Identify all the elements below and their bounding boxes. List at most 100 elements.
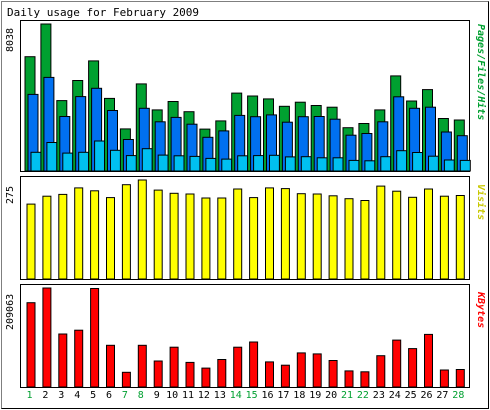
bar-pages-day-16: [269, 154, 280, 172]
legend-pages: Pages/Files/Hits: [475, 24, 486, 121]
bar-pages-day-2: [46, 142, 58, 172]
bar-pages-day-25: [412, 152, 424, 172]
day-label-15: 15: [245, 390, 258, 401]
bar-kbytes-day-25: [408, 348, 418, 388]
bar-visits-day-21: [344, 198, 354, 280]
bar-kbytes-day-3: [58, 333, 68, 388]
day-label-25: 25: [404, 390, 417, 401]
visits-plot: [26, 179, 465, 280]
bar-kbytes-day-4: [74, 329, 84, 388]
bar-kbytes-day-28: [455, 369, 465, 388]
day-label-13: 13: [213, 390, 226, 401]
bar-kbytes-day-8: [137, 344, 147, 388]
day-label-12: 12: [197, 390, 210, 401]
day-label-8: 8: [137, 390, 144, 401]
kbytes-max-label: 209063: [5, 293, 16, 330]
day-label-19: 19: [309, 390, 322, 401]
bar-visits-day-15: [249, 197, 259, 280]
bar-pages-day-7: [125, 155, 137, 172]
bar-kbytes-day-6: [106, 344, 115, 388]
day-label-3: 3: [58, 390, 65, 401]
hits-files-pages-plot: [24, 23, 471, 172]
bar-visits-day-17: [280, 188, 290, 280]
bar-pages-day-12: [205, 157, 217, 172]
bar-visits-day-12: [201, 197, 211, 280]
bar-visits-day-2: [42, 195, 52, 280]
day-label-4: 4: [74, 390, 81, 401]
day-label-11: 11: [182, 390, 195, 401]
bar-visits-day-23: [376, 185, 386, 280]
bar-visits-day-3: [58, 193, 68, 280]
bar-pages-day-3: [62, 152, 74, 172]
bar-visits-day-13: [217, 197, 227, 280]
bar-pages-day-18: [300, 156, 312, 172]
day-label-22: 22: [356, 390, 369, 401]
day-label-1: 1: [26, 390, 33, 401]
bar-visits-day-26: [424, 188, 433, 280]
day-label-28: 28: [452, 390, 465, 401]
bar-pages-day-1: [30, 151, 42, 172]
day-axis: 1 2 3 4 5 6 7 8 9 10 11 12 13 14 15 16 17 18 19 20 21 22 23 24 2…: [20, 390, 470, 404]
bar-pages-day-24: [396, 150, 408, 172]
bar-visits-day-7: [121, 184, 131, 280]
bar-kbytes-day-2: [42, 287, 52, 388]
bar-pages-day-4: [78, 151, 90, 172]
bar-pages-day-26: [428, 155, 439, 172]
bar-pages-day-23: [380, 156, 392, 172]
bar-kbytes-day-7: [121, 371, 131, 388]
bar-visits-day-14: [233, 188, 243, 280]
bar-kbytes-day-26: [424, 333, 433, 388]
bar-kbytes-day-27: [439, 369, 449, 388]
bar-pages-day-20: [332, 157, 344, 172]
bar-pages-day-13: [221, 158, 233, 172]
bar-kbytes-day-22: [360, 371, 370, 388]
bar-visits-day-27: [439, 195, 449, 280]
day-label-27: 27: [436, 390, 449, 401]
bar-visits-day-22: [360, 200, 370, 280]
chart-title: Daily usage for February 2009: [7, 6, 200, 19]
day-label-17: 17: [277, 390, 290, 401]
bar-visits-day-25: [408, 196, 418, 280]
day-label-24: 24: [388, 390, 401, 401]
bar-visits-day-5: [90, 190, 100, 280]
day-label-9: 9: [153, 390, 160, 401]
bar-visits-day-9: [153, 189, 163, 280]
bar-kbytes-day-16: [265, 361, 274, 388]
bar-visits-day-24: [392, 190, 402, 280]
day-label-14: 14: [229, 390, 242, 401]
bar-kbytes-day-9: [153, 360, 163, 388]
bar-visits-day-19: [312, 193, 322, 280]
day-label-7: 7: [121, 390, 128, 401]
day-label-23: 23: [372, 390, 385, 401]
bar-visits-day-1: [26, 203, 36, 280]
bar-kbytes-day-18: [296, 352, 306, 388]
visits-panel: [20, 176, 470, 280]
bar-kbytes-day-17: [280, 364, 290, 388]
bar-kbytes-day-23: [376, 355, 386, 388]
bar-visits-day-10: [169, 192, 179, 280]
bar-pages-day-5: [94, 140, 106, 172]
bar-kbytes-day-24: [392, 339, 402, 388]
bar-pages-day-8: [141, 148, 153, 172]
day-label-6: 6: [106, 390, 113, 401]
day-label-18: 18: [293, 390, 306, 401]
bar-visits-day-4: [74, 187, 84, 280]
bar-kbytes-day-12: [201, 367, 211, 388]
kbytes-panel: [20, 284, 470, 388]
kbytes-plot: [26, 287, 465, 388]
bar-pages-day-11: [189, 155, 201, 172]
bar-pages-day-28: [459, 159, 471, 172]
bar-visits-day-28: [455, 195, 465, 280]
bar-kbytes-day-14: [233, 346, 243, 388]
day-label-5: 5: [90, 390, 97, 401]
hits-max-label: 8038: [5, 27, 16, 52]
bar-visits-day-18: [296, 193, 306, 280]
bar-kbytes-day-19: [312, 353, 322, 388]
hits-legend-label: Pages/Files/Hits: [475, 24, 486, 120]
day-label-2: 2: [42, 390, 49, 401]
bar-kbytes-day-15: [249, 341, 259, 388]
day-label-16: 16: [261, 390, 274, 401]
bar-visits-day-20: [328, 195, 338, 280]
bar-visits-day-11: [185, 193, 195, 280]
